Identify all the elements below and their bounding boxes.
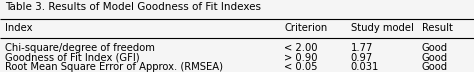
Text: Study model: Study model bbox=[351, 23, 414, 33]
Text: Good: Good bbox=[422, 43, 448, 53]
Text: Good: Good bbox=[422, 62, 448, 72]
Text: Table 3. Results of Model Goodness of Fit Indexes: Table 3. Results of Model Goodness of Fi… bbox=[5, 2, 261, 12]
Text: 0.97: 0.97 bbox=[351, 53, 373, 63]
Text: Criterion: Criterion bbox=[284, 23, 328, 33]
Text: < 0.05: < 0.05 bbox=[284, 62, 318, 72]
Text: Good: Good bbox=[422, 53, 448, 63]
Text: Index: Index bbox=[5, 23, 32, 33]
Text: Root Mean Square Error of Approx. (RMSEA): Root Mean Square Error of Approx. (RMSEA… bbox=[5, 62, 223, 72]
Text: < 2.00: < 2.00 bbox=[284, 43, 318, 53]
Text: 1.77: 1.77 bbox=[351, 43, 373, 53]
Text: Result: Result bbox=[422, 23, 453, 33]
Text: Chi-square/degree of freedom: Chi-square/degree of freedom bbox=[5, 43, 155, 53]
Text: Goodness of Fit Index (GFI): Goodness of Fit Index (GFI) bbox=[5, 53, 139, 63]
Text: 0.031: 0.031 bbox=[351, 62, 379, 72]
Text: > 0.90: > 0.90 bbox=[284, 53, 318, 63]
